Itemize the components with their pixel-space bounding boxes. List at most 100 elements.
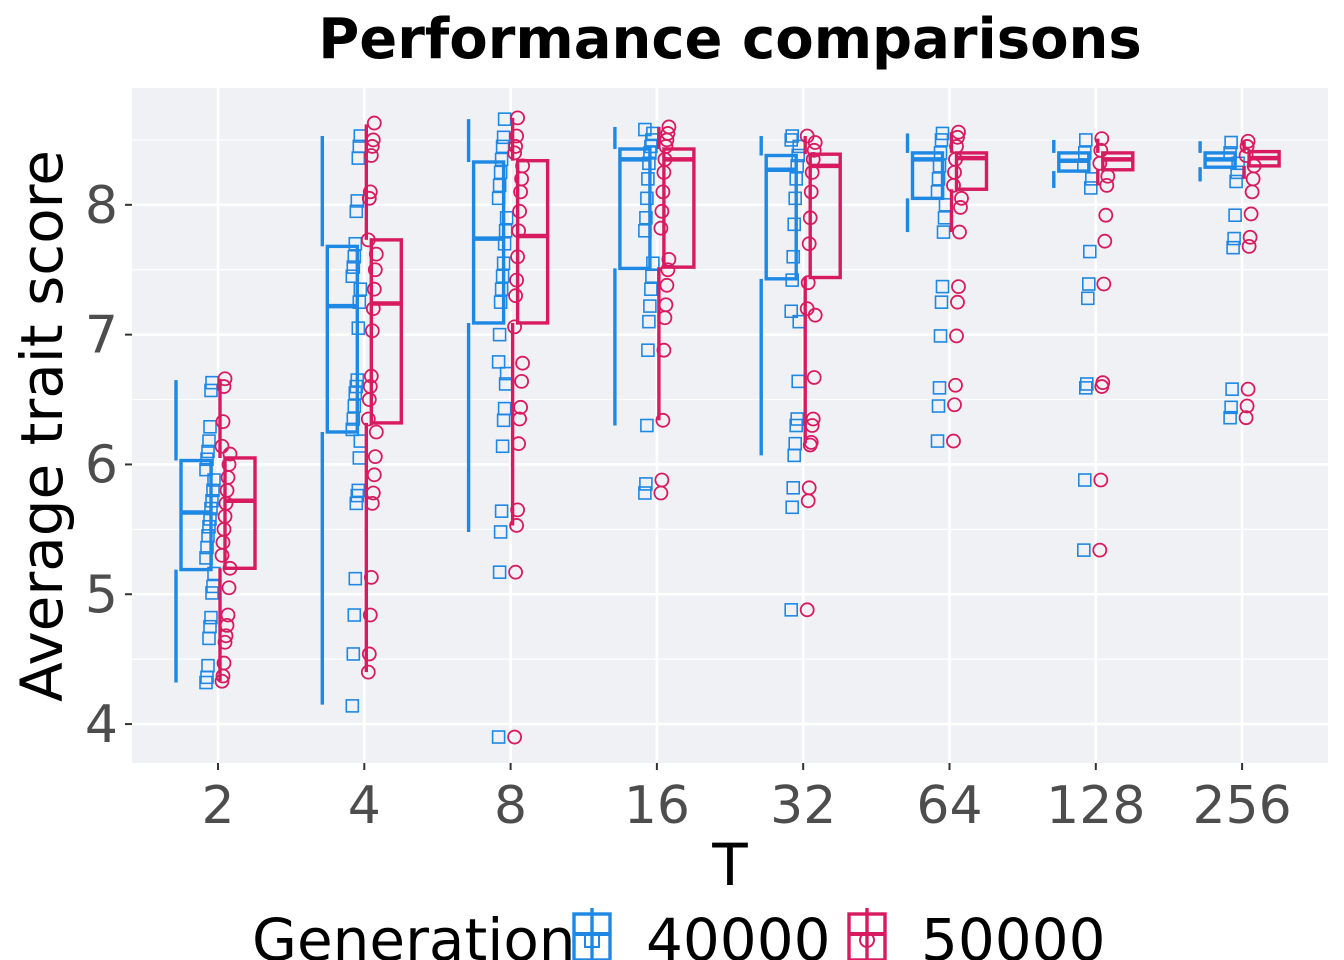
data-point <box>515 355 530 371</box>
data-point <box>654 203 670 219</box>
data-point <box>1093 472 1109 488</box>
data-point <box>1223 410 1237 425</box>
data-point <box>203 512 217 526</box>
data-point <box>201 529 215 543</box>
data-point <box>204 610 218 625</box>
data-point <box>201 658 215 673</box>
y-axis-title: Average trait score <box>8 150 76 702</box>
data-point <box>361 646 377 662</box>
data-point <box>784 603 799 617</box>
x-axis-title: T <box>711 831 748 899</box>
chart-title: Performance comparisons <box>318 7 1141 72</box>
data-point <box>1078 146 1092 160</box>
data-point <box>515 158 530 174</box>
data-point <box>364 495 380 511</box>
data-point <box>784 133 799 147</box>
data-point <box>803 184 819 200</box>
data-point <box>346 412 361 426</box>
data-point <box>805 151 821 167</box>
data-point <box>205 493 219 508</box>
box-40000-T32 <box>759 136 798 456</box>
data-point <box>204 501 218 516</box>
data-point <box>934 295 949 309</box>
legend-key-40000: 40000 <box>572 906 831 960</box>
data-point <box>508 564 523 580</box>
box-body <box>764 153 798 281</box>
data-point <box>220 607 236 623</box>
data-point <box>641 172 655 186</box>
data-point <box>643 299 657 313</box>
data-point <box>954 190 969 206</box>
data-point <box>1096 276 1112 292</box>
data-point <box>1238 148 1254 163</box>
y-tick-label: 5 <box>85 565 118 625</box>
data-point <box>1077 159 1091 173</box>
data-point <box>951 279 966 295</box>
y-tick-label: 6 <box>85 435 118 495</box>
data-point <box>638 486 652 500</box>
data-point <box>199 462 213 477</box>
data-point <box>1100 168 1116 184</box>
data-point <box>362 607 378 623</box>
data-point <box>1226 240 1240 255</box>
data-point <box>366 281 382 297</box>
legend-key-50000: 50000 <box>847 906 1106 960</box>
data-point <box>206 483 220 498</box>
data-point <box>1225 382 1239 396</box>
data-point <box>1239 139 1255 154</box>
data-point <box>1223 146 1237 160</box>
box-body <box>515 158 550 325</box>
box-body <box>954 151 989 191</box>
data-point <box>363 368 379 384</box>
data-point <box>348 236 363 251</box>
legend-key-box <box>847 912 887 960</box>
data-point <box>949 328 964 344</box>
data-point <box>215 414 231 430</box>
data-point <box>510 502 525 518</box>
data-point <box>1231 156 1245 171</box>
data-point <box>495 439 510 454</box>
box-body <box>808 152 842 280</box>
data-point <box>1079 381 1093 395</box>
data-point <box>930 434 945 448</box>
y-axis: 4 5 6 7 8 <box>85 176 132 755</box>
data-point <box>496 256 511 271</box>
x-tick-label: 64 <box>916 776 982 836</box>
data-point <box>1094 131 1110 147</box>
data-point <box>1078 473 1092 487</box>
data-point <box>366 467 382 483</box>
data-point <box>932 159 947 173</box>
box-40000-T128 <box>1052 139 1091 188</box>
data-point <box>933 146 948 160</box>
legend: Generation 40000 50000 <box>252 906 1106 960</box>
data-point <box>200 452 214 467</box>
data-marks <box>174 110 1281 745</box>
box-body <box>910 151 945 201</box>
data-point <box>1243 206 1259 222</box>
data-point <box>202 434 216 448</box>
data-point <box>513 399 528 415</box>
data-point <box>365 132 381 148</box>
data-point <box>638 122 652 137</box>
data-point <box>949 139 964 154</box>
data-point <box>349 204 364 219</box>
box-50000-T128 <box>1096 138 1135 186</box>
data-point <box>214 438 230 454</box>
data-point <box>661 251 677 267</box>
data-point <box>931 399 946 413</box>
data-point <box>930 185 945 199</box>
data-point <box>362 379 378 394</box>
data-point <box>642 314 656 329</box>
box-40000-T8 <box>466 119 506 532</box>
data-point <box>656 342 672 358</box>
data-point <box>347 249 362 264</box>
x-tick-label: 128 <box>1046 776 1145 836</box>
data-point <box>933 329 948 343</box>
data-point <box>214 673 230 689</box>
data-point <box>952 224 967 240</box>
y-tick-label: 4 <box>85 695 118 755</box>
legend-key-marker <box>859 932 875 948</box>
data-point <box>348 571 363 586</box>
data-point <box>947 397 962 413</box>
data-point <box>512 411 527 427</box>
